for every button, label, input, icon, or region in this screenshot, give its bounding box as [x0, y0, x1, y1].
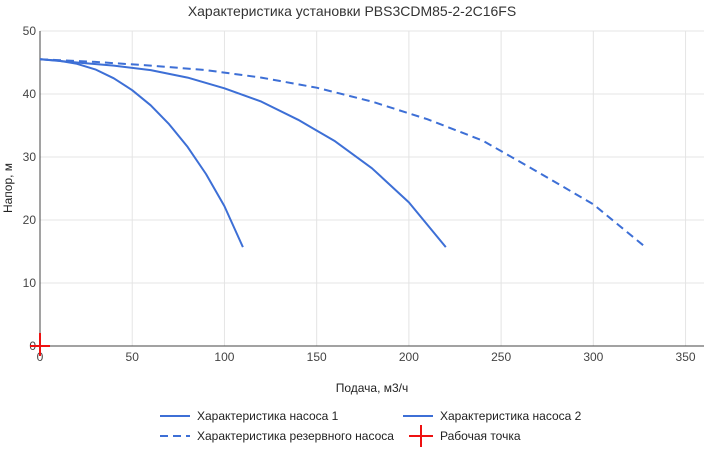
x-axis-title: Подача, м3/ч — [336, 381, 409, 395]
x-tick-label: 250 — [491, 350, 511, 364]
legend: Характеристика насоса 1 Характеристика на… — [160, 409, 582, 447]
legend-item-4[interactable]: Рабочая точка — [409, 425, 521, 447]
x-tick-label: 300 — [583, 350, 603, 364]
legend-label: Характеристика насоса 1 — [197, 409, 339, 423]
y-tick-label: 30 — [23, 150, 37, 164]
legend-item-3[interactable]: Характеристика резервного насоса — [160, 429, 394, 443]
series-line-1 — [39, 58, 244, 248]
legend-item-2[interactable]: Характеристика насоса 2 — [403, 409, 582, 423]
y-tick-label: 50 — [23, 24, 37, 38]
x-tick-label: 150 — [307, 350, 327, 364]
operating-point-marker — [30, 333, 50, 356]
axes: 05010015020025030035001020304050 — [23, 24, 704, 364]
x-tick-label: 350 — [676, 350, 696, 364]
y-tick-label: 10 — [23, 276, 37, 290]
y-tick-label: 40 — [23, 87, 37, 101]
legend-item-1[interactable]: Характеристика насоса 1 — [160, 409, 339, 423]
x-tick-label: 100 — [214, 350, 234, 364]
x-tick-label: 0 — [37, 350, 44, 364]
x-tick-label: 50 — [126, 350, 140, 364]
x-tick-label: 200 — [399, 350, 419, 364]
legend-label: Рабочая точка — [440, 429, 521, 443]
series-line-3 — [39, 58, 644, 246]
chart-title: Характеристика установки PBS3CDM85-2-2C1… — [188, 3, 516, 19]
series-line-2 — [39, 58, 447, 248]
grid — [40, 30, 704, 346]
legend-label: Характеристика насоса 2 — [440, 409, 582, 423]
series-group — [30, 58, 644, 356]
y-tick-label: 20 — [23, 213, 37, 227]
legend-label: Характеристика резервного насоса — [197, 429, 394, 443]
y-axis-title: Напор, м — [1, 163, 15, 213]
